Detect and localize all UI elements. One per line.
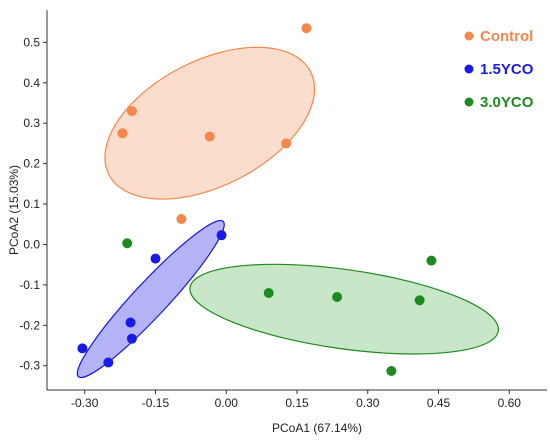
x-tick-label: -0.15 [142, 396, 170, 410]
legend-marker [464, 64, 474, 74]
point-3-0yco [414, 295, 425, 306]
data-points [77, 23, 437, 376]
x-tick-label: 0.45 [427, 396, 451, 410]
point-3-0yco [332, 292, 343, 303]
ellipse-control [104, 46, 316, 200]
point-3-0yco [386, 366, 397, 376]
y-tick-label: 0.4 [23, 76, 40, 90]
legend-marker [464, 97, 474, 107]
legend-label: 3.0YCO [480, 94, 534, 111]
point-control [301, 23, 312, 34]
ellipse-3-0yco [189, 263, 500, 355]
y-tick-label: -0.3 [19, 359, 40, 373]
point-control [176, 214, 187, 224]
point-3-0yco [426, 255, 437, 266]
y-tick-label: 0.1 [23, 197, 40, 211]
point-3-0yco [263, 287, 274, 298]
point-1-5yco [150, 253, 161, 264]
x-tick-label: 0.15 [285, 396, 309, 410]
y-tick-label: 0.5 [23, 35, 40, 49]
y-tick-label: -0.1 [19, 278, 40, 292]
y-ticks: -0.3 -0.2 -0.1 0.0 0.1 0.2 0.3 0.4 0.5 [19, 35, 47, 373]
x-tick-label: 0.00 [215, 396, 239, 410]
x-ticks: -0.30 -0.15 0.00 0.15 0.30 0.45 0.60 [71, 390, 521, 410]
point-control [126, 106, 137, 117]
point-control [281, 138, 292, 149]
point-1-5yco [126, 333, 137, 344]
point-control [117, 128, 128, 139]
point-1-5yco [125, 317, 136, 328]
confidence-ellipses [76, 46, 500, 379]
legend-marker [464, 31, 474, 41]
x-tick-label: 0.30 [356, 396, 380, 410]
y-axis-title: PCoA2 (15.03%) [7, 165, 21, 255]
y-tick-label: -0.2 [19, 318, 40, 332]
x-tick-label: 0.60 [498, 396, 522, 410]
ellipse-1-5yco [76, 219, 225, 379]
point-control [204, 131, 215, 142]
legend-label: Control [480, 28, 533, 45]
y-tick-label: 0.3 [23, 116, 40, 130]
x-tick-label: -0.30 [71, 396, 99, 410]
x-axis-title: PCoA1 (67.14%) [272, 421, 362, 435]
y-tick-label: 0.2 [23, 157, 40, 171]
legend-label: 1.5YCO [480, 61, 534, 78]
point-1-5yco [216, 230, 227, 241]
point-1-5yco [103, 357, 114, 368]
point-3-0yco [122, 238, 133, 249]
y-tick-label: 0.0 [23, 237, 40, 251]
point-1-5yco [77, 343, 88, 354]
legend: Control 1.5YCO 3.0YCO [464, 28, 534, 111]
